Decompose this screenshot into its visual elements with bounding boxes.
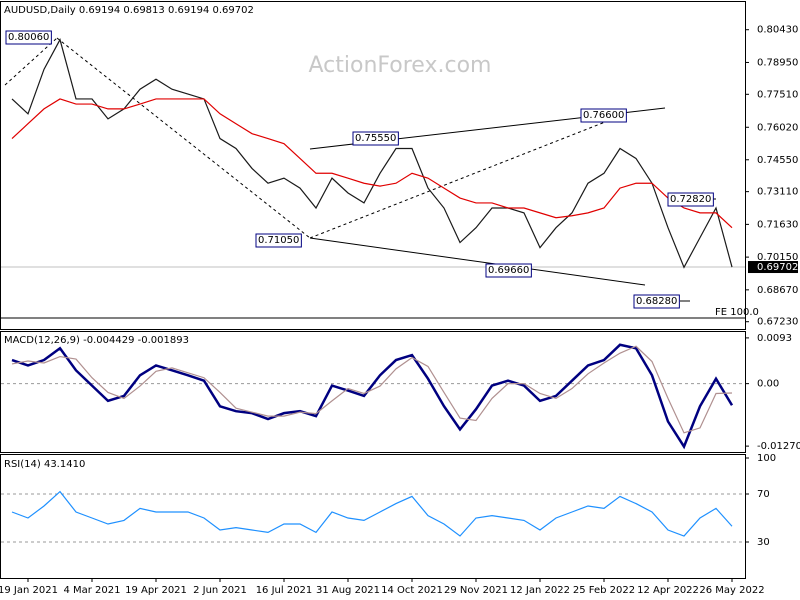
last-price-label: 0.69702 xyxy=(757,262,798,273)
annotation: 0.71050 xyxy=(258,235,299,246)
y-tick-label: 0.71630 xyxy=(757,219,798,230)
trend-line xyxy=(309,112,629,239)
series-line xyxy=(11,490,733,537)
annotation-box xyxy=(352,131,399,146)
y-tick-label: 0.80430 xyxy=(757,25,798,36)
price-header: AUDUSD,Daily 0.69194 0.69813 0.69194 0.6… xyxy=(4,5,254,16)
annotation-box xyxy=(5,30,52,45)
annotation: 0.72820 xyxy=(670,194,711,205)
x-tick-label: 29 Nov 2021 xyxy=(444,585,508,596)
y-tick-label: 0.74550 xyxy=(757,155,798,166)
x-tick-label: 12 Apr 2022 xyxy=(637,585,699,596)
y-tick-label: 0.77510 xyxy=(757,89,798,100)
annotation-box xyxy=(255,233,302,248)
rsi-header: RSI(14) 43.1410 xyxy=(4,459,85,470)
x-tick-label: 16 Jul 2021 xyxy=(256,585,313,596)
y-tick-label: -0.012704 xyxy=(757,441,800,452)
x-tick-label: 2 Jun 2021 xyxy=(193,585,247,596)
watermark: ActionForex.com xyxy=(309,53,492,78)
annotation-box xyxy=(633,294,680,309)
annotation: 0.75550 xyxy=(355,133,396,144)
y-tick-label: 0.68670 xyxy=(757,285,798,296)
series-line xyxy=(11,343,734,450)
annotation: 0.69660 xyxy=(488,265,529,276)
y-tick-label: 70 xyxy=(757,489,770,500)
y-tick-label: 0.67230 xyxy=(757,317,798,328)
x-tick-label: 25 Feb 2022 xyxy=(573,585,635,596)
annotation-box xyxy=(485,263,532,278)
y-tick-label: 30 xyxy=(757,537,770,548)
y-tick-label: 0.00 xyxy=(757,379,779,390)
x-tick-label: 26 May 2022 xyxy=(699,585,764,596)
y-tick-label: 0.76020 xyxy=(757,122,798,133)
y-tick-label: 100 xyxy=(757,453,776,464)
macd-panel xyxy=(0,331,746,453)
annotation-box xyxy=(667,192,714,207)
y-tick-label: 0.78950 xyxy=(757,57,798,68)
y-tick-label: 0.70150 xyxy=(757,252,798,263)
series-line xyxy=(11,345,733,434)
x-tick-label: 12 Jan 2022 xyxy=(510,585,570,596)
annotation: 0.80060 xyxy=(8,32,49,43)
x-tick-label: 4 Mar 2021 xyxy=(63,585,120,596)
annotation-box xyxy=(580,108,627,123)
y-tick-label: 0.73110 xyxy=(757,187,798,198)
macd-header: MACD(12,26,9) -0.004429 -0.001893 xyxy=(4,335,189,346)
annotation: 0.76600 xyxy=(583,110,624,121)
series-line xyxy=(11,98,733,229)
price-panel xyxy=(0,1,746,330)
annotation: FE 100.0 xyxy=(715,307,759,318)
x-tick-label: 19 Apr 2021 xyxy=(125,585,187,596)
x-tick-label: 19 Jan 2021 xyxy=(0,585,58,596)
x-tick-label: 14 Oct 2021 xyxy=(381,585,443,596)
rsi-panel xyxy=(0,454,746,579)
annotation: 0.68280 xyxy=(636,296,677,307)
x-tick-label: 31 Aug 2021 xyxy=(316,585,380,596)
series-line xyxy=(11,38,733,269)
last-price-box xyxy=(748,261,798,274)
trend-line xyxy=(309,237,646,286)
y-tick-label: 0.0093 xyxy=(757,333,792,344)
